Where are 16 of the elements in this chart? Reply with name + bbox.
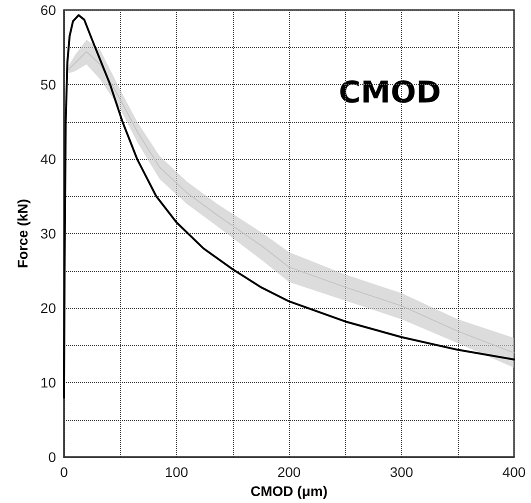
y-tick-label: 0	[48, 449, 56, 466]
x-axis-title: CMOD (μm)	[250, 483, 328, 499]
x-tick-label: 300	[390, 464, 414, 480]
x-tick-label: 0	[60, 464, 68, 480]
line-series	[63, 14, 515, 398]
x-tick-label: 200	[277, 464, 301, 480]
y-tick-label: 50	[40, 76, 56, 93]
x-tick-label: 100	[164, 464, 188, 480]
y-tick-label: 60	[40, 2, 56, 18]
y-tick-label: 10	[40, 374, 56, 391]
y-tick-label: 20	[40, 300, 56, 316]
y-tick-label: 30	[40, 226, 56, 242]
annotation: CMOD	[338, 76, 442, 110]
y-axis-title: Force (kN)	[14, 198, 31, 268]
x-tick-label: 400	[502, 464, 526, 480]
y-tick-label: 40	[40, 151, 56, 168]
